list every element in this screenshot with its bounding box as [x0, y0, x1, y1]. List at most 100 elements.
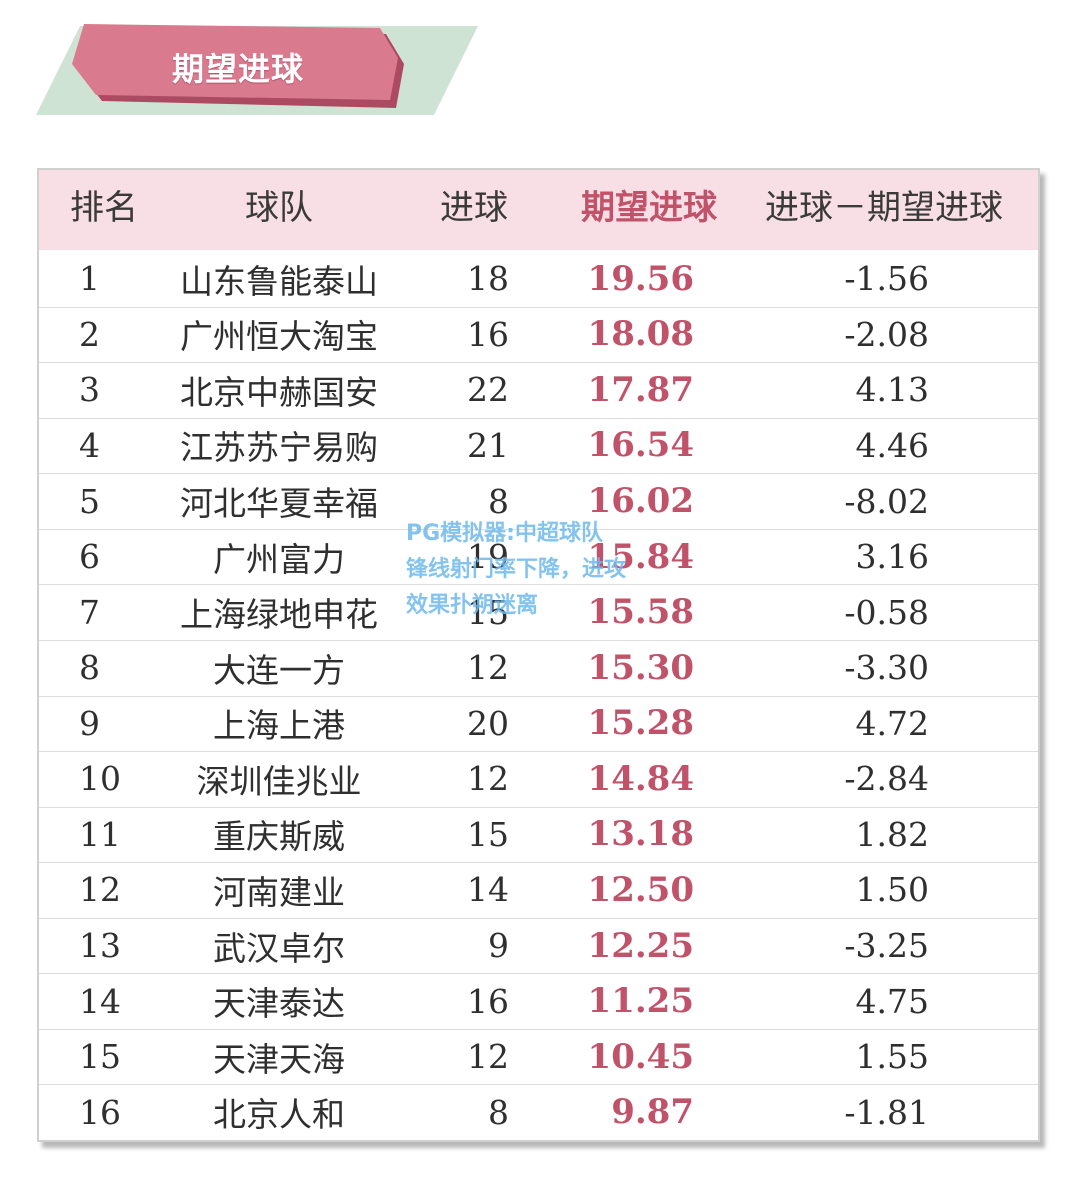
table-row: 13 武汉卓尔 9 12.25 -3.25 [39, 918, 1038, 975]
goals-cell: 22 [467, 370, 509, 410]
xg-cell: 14.84 [587, 758, 694, 799]
diff-cell: 1.82 [855, 814, 929, 854]
team-cell: 深圳佳兆业 [196, 761, 362, 801]
header-xg: 期望进球 [581, 188, 717, 228]
rank-cell: 14 [79, 981, 121, 1021]
header-team: 球队 [245, 188, 313, 228]
diff-cell: 3.16 [855, 537, 929, 577]
team-cell: 上海上港 [213, 706, 345, 746]
team-cell: 北京人和 [213, 1095, 345, 1135]
page-title: 期望进球 [172, 50, 305, 88]
table-row: 16 北京人和 8 9.87 -1.81 [39, 1084, 1038, 1140]
rank-cell: 6 [79, 537, 100, 577]
xg-cell: 13.18 [587, 814, 694, 855]
rank-cell: 10 [79, 759, 121, 799]
rank-cell: 8 [79, 648, 100, 688]
diff-cell: -3.25 [844, 926, 929, 966]
team-cell: 广州恒大淘宝 [180, 317, 378, 357]
xg-cell: 12.25 [587, 925, 694, 966]
diff-cell: 4.75 [855, 981, 929, 1021]
diff-cell: -1.56 [844, 259, 929, 299]
xg-cell: 10.45 [587, 1036, 694, 1077]
rank-cell: 3 [79, 370, 100, 410]
diff-cell: -3.30 [844, 648, 929, 688]
goals-cell: 19 [467, 537, 509, 577]
table-row: 8 大连一方 12 15.30 -3.30 [39, 640, 1038, 697]
team-cell: 天津泰达 [213, 984, 345, 1024]
diff-cell: 4.72 [855, 703, 929, 743]
table-row: 12 河南建业 14 12.50 1.50 [39, 862, 1038, 919]
goals-cell: 12 [467, 1037, 509, 1077]
watermark-text: PG模拟器:中超球队 锋线射门率下降，进攻 效果扑朔迷离 [406, 516, 706, 624]
header-rank: 排名 [70, 188, 138, 228]
xg-cell: 16.54 [587, 425, 694, 466]
xg-table: 排名 球队 进球 期望进球 进球－期望进球 1 山东鲁能泰山 18 19.56 -1.5… [37, 168, 1040, 1142]
diff-cell: 4.46 [855, 425, 929, 465]
diff-cell: -2.08 [844, 314, 929, 354]
xg-cell: 19.56 [587, 258, 694, 299]
team-cell: 天津天海 [213, 1039, 345, 1079]
rank-cell: 2 [79, 314, 100, 354]
xg-cell: 11.25 [587, 981, 694, 1022]
xg-cell: 15.28 [587, 703, 694, 744]
team-cell: 北京中赫国安 [180, 372, 378, 412]
table-row: 2 广州恒大淘宝 16 18.08 -2.08 [39, 307, 1038, 364]
rank-cell: 1 [79, 259, 100, 299]
xg-cell: 15.30 [587, 647, 694, 688]
table-row: 11 重庆斯威 15 13.18 1.82 [39, 807, 1038, 864]
team-cell: 山东鲁能泰山 [180, 261, 378, 301]
team-cell: 广州富力 [213, 539, 345, 579]
title-banner: 期望进球 [0, 0, 520, 130]
xg-cell: 15.84 [587, 536, 694, 577]
table-row: 4 江苏苏宁易购 21 16.54 4.46 [39, 418, 1038, 475]
team-cell: 上海绿地申花 [180, 595, 378, 635]
rank-cell: 16 [79, 1092, 121, 1132]
team-cell: 重庆斯威 [213, 817, 345, 857]
header-goals: 进球 [440, 188, 508, 228]
goals-cell: 18 [467, 259, 509, 299]
goals-cell: 20 [467, 703, 509, 743]
goals-cell: 15 [467, 592, 509, 632]
rank-cell: 12 [79, 870, 121, 910]
table-row: 15 天津天海 12 10.45 1.55 [39, 1029, 1038, 1086]
xg-cell: 15.58 [587, 592, 694, 633]
rank-cell: 13 [79, 926, 121, 966]
goals-cell: 21 [467, 425, 509, 465]
team-cell: 河北华夏幸福 [180, 484, 378, 524]
xg-cell: 17.87 [587, 369, 694, 410]
team-cell: 大连一方 [213, 650, 345, 690]
header-diff: 进球－期望进球 [765, 188, 1003, 228]
watermark-line: 效果扑朔迷离 [406, 593, 539, 618]
table-row: 9 上海上港 20 15.28 4.72 [39, 696, 1038, 753]
rank-cell: 15 [79, 1037, 121, 1077]
xg-cell: 18.08 [587, 314, 694, 355]
team-cell: 河南建业 [213, 872, 345, 912]
watermark-line: 锋线射门率下降，进攻 [406, 557, 627, 582]
table-header: 排名 球队 进球 期望进球 进球－期望进球 [39, 170, 1038, 250]
rank-cell: 11 [79, 814, 121, 854]
watermark-line: PG模拟器:中超球队 [406, 521, 603, 546]
diff-cell: -0.58 [844, 592, 929, 632]
xg-cell: 12.50 [587, 869, 694, 910]
diff-cell: -1.81 [844, 1092, 929, 1132]
xg-cell: 9.87 [611, 1092, 694, 1133]
table-row: 3 北京中赫国安 22 17.87 4.13 [39, 362, 1038, 419]
table-row: 10 深圳佳兆业 12 14.84 -2.84 [39, 751, 1038, 808]
rank-cell: 4 [79, 425, 100, 465]
diff-cell: -2.84 [844, 759, 929, 799]
goals-cell: 12 [467, 759, 509, 799]
diff-cell: 1.50 [855, 870, 929, 910]
table-row: 6 广州富力 19 15.84 3.16 [39, 529, 1038, 586]
banner-graphic [36, 24, 478, 115]
diff-cell: 4.13 [855, 370, 929, 410]
xg-cell: 16.02 [587, 481, 694, 522]
table-row: 7 上海绿地申花 15 15.58 -0.58 [39, 584, 1038, 641]
rank-cell: 9 [79, 703, 100, 743]
goals-cell: 15 [467, 814, 509, 854]
diff-cell: -8.02 [844, 481, 929, 521]
goals-cell: 9 [488, 926, 509, 966]
goals-cell: 14 [467, 870, 509, 910]
goals-cell: 8 [488, 481, 509, 521]
table-row: 1 山东鲁能泰山 18 19.56 -1.56 [39, 251, 1038, 308]
goals-cell: 8 [488, 1092, 509, 1132]
